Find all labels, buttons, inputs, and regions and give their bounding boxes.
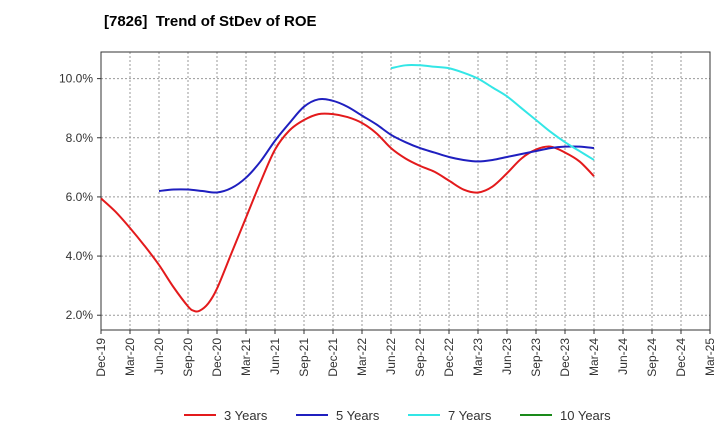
x-tick-label: Dec-19 (94, 338, 108, 377)
x-tick-label: Jun-23 (500, 338, 514, 375)
y-tick-label: 8.0% (66, 131, 94, 145)
series-line-7-years (390, 64, 595, 161)
x-tick-label: Sep-24 (645, 338, 659, 377)
chart-title: [7826] Trend of StDev of ROE (104, 13, 317, 30)
y-tick-label: 10.0% (59, 72, 93, 86)
plot-area-border (100, 51, 711, 331)
x-tick-label: Mar-25 (703, 338, 717, 376)
y-tick-label: 4.0% (66, 249, 94, 263)
legend-label-5-years: 5 Years (336, 408, 380, 423)
x-tick-label: Sep-23 (529, 338, 543, 377)
y-tick-label: 2.0% (66, 308, 94, 322)
x-tick-label: Mar-24 (587, 338, 601, 376)
x-tick-label: Dec-21 (326, 338, 340, 377)
x-tick-label: Jun-21 (268, 338, 282, 375)
legend: 3 Years 5 Years 7 Years 10 Years (184, 408, 611, 423)
y-tick-label: 6.0% (66, 190, 94, 204)
series-line-5-years (158, 97, 595, 194)
legend-label-3-years: 3 Years (224, 408, 268, 423)
x-tick-label: Mar-23 (471, 338, 485, 376)
x-tick-label: Dec-20 (210, 338, 224, 377)
y-axis-ticks: 2.0% 4.0% 6.0% 8.0% 10.0% (59, 72, 101, 322)
x-tick-label: Jun-22 (384, 338, 398, 375)
x-tick-label: Dec-24 (674, 338, 688, 377)
legend-label-7-years: 7 Years (448, 408, 492, 423)
x-tick-label: Jun-24 (616, 338, 630, 375)
x-tick-label: Dec-22 (442, 338, 456, 377)
x-tick-label: Sep-22 (413, 338, 427, 377)
x-tick-label: Jun-20 (152, 338, 166, 375)
x-tick-label: Sep-21 (297, 338, 311, 377)
x-tick-label: Mar-22 (355, 338, 369, 376)
series-line-3-years (100, 112, 595, 313)
gridlines (101, 52, 710, 330)
x-tick-label: Mar-21 (239, 338, 253, 376)
series-lines (100, 64, 595, 313)
x-tick-label: Mar-20 (123, 338, 137, 376)
x-tick-label: Dec-23 (558, 338, 572, 377)
x-tick-label: Sep-20 (181, 338, 195, 377)
legend-label-10-years: 10 Years (560, 408, 611, 423)
x-axis-ticks: Dec-19 Mar-20 Jun-20 Sep-20 Dec-20 Mar-21 Jun-… (94, 330, 717, 377)
